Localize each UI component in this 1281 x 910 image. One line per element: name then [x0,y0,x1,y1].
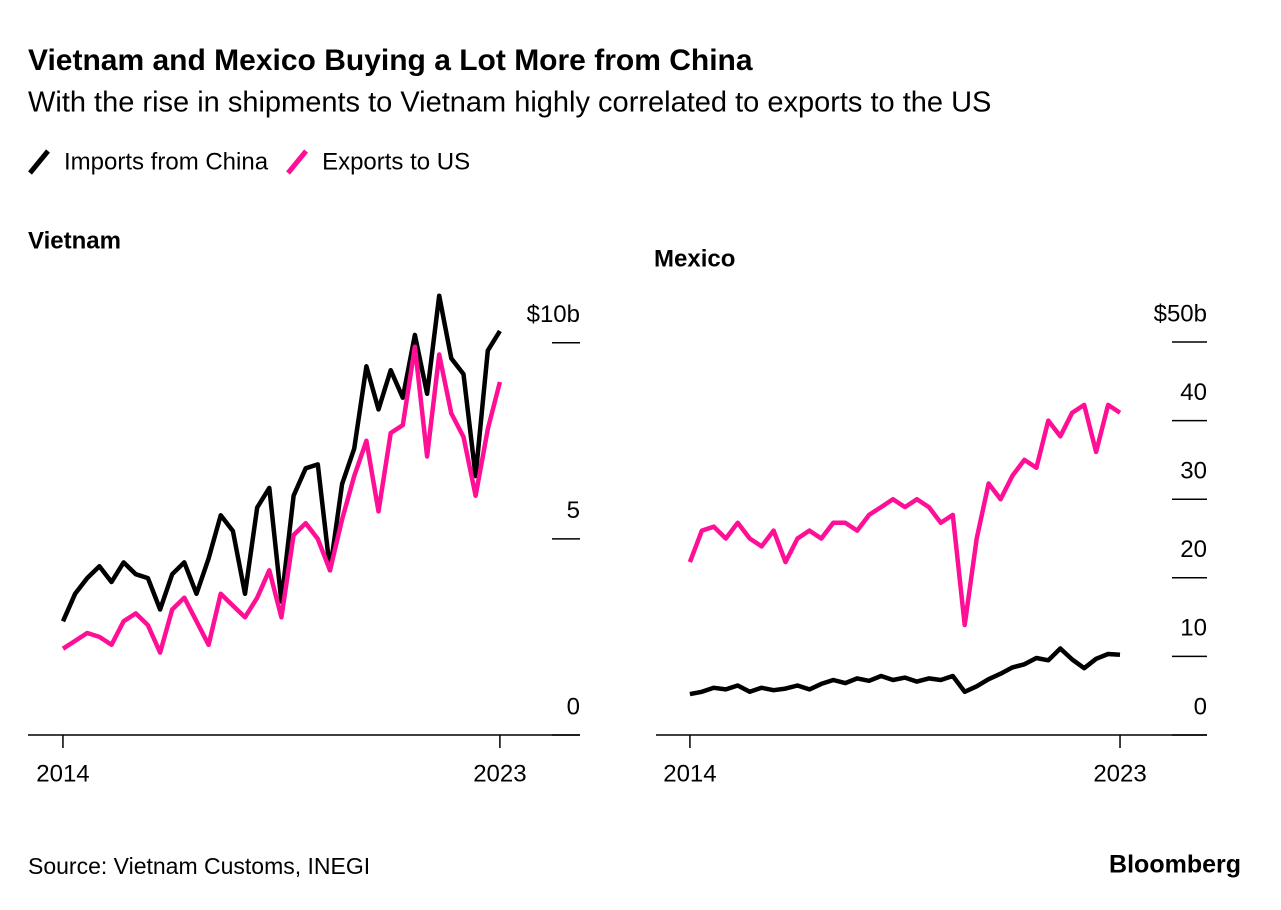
x-tick-label: 2023 [473,760,526,787]
series-line [689,646,1121,697]
series-line [687,402,1122,628]
source: Source: Vietnam Customs, INEGI [28,853,370,879]
legend-swatch [28,149,50,175]
x-tick-label: 2023 [1093,760,1146,787]
legend-label: Imports from China [64,148,269,175]
y-tick-label: 5 [567,497,580,524]
legend-label: Exports to US [322,148,470,175]
y-tick-label: 0 [1194,693,1207,720]
y-tick-label: $10b [527,301,580,328]
x-tick-label: 2014 [36,760,89,787]
panel-title: Vietnam [28,227,121,254]
y-tick-label: 20 [1180,536,1207,563]
x-tick-label: 2014 [663,760,716,787]
panel-title: Mexico [654,245,735,272]
y-tick-label: 30 [1180,458,1207,485]
legend-swatch [286,149,308,175]
y-tick-label: $50b [1154,300,1207,327]
y-tick-label: 0 [567,693,580,720]
subtitle: With the rise in shipments to Vietnam hi… [28,87,991,119]
series-line [60,293,502,623]
y-tick-label: 10 [1180,615,1207,642]
brand: Bloomberg [1109,851,1241,879]
series-line [61,344,503,655]
y-tick-label: 40 [1180,379,1207,406]
title: Vietnam and Mexico Buying a Lot More fro… [28,44,753,77]
